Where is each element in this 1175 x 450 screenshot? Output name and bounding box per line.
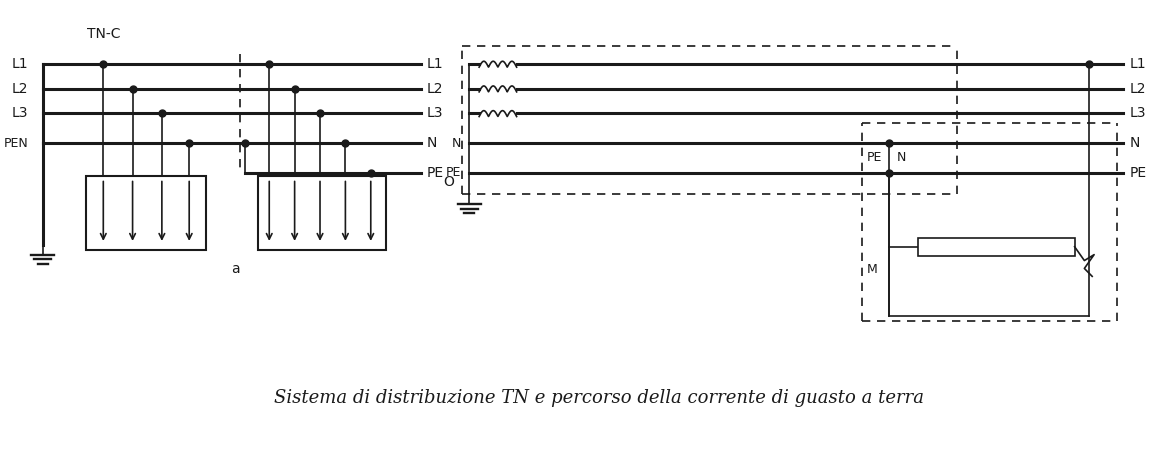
Text: PE: PE <box>446 166 462 179</box>
Bar <box>257 176 387 250</box>
Text: Sistema di distribuzione TN e percorso della corrente di guasto a terra: Sistema di distribuzione TN e percorso d… <box>274 389 924 407</box>
Text: L2: L2 <box>1129 82 1146 96</box>
Text: N: N <box>897 151 906 164</box>
Text: PEN: PEN <box>4 136 28 149</box>
Text: O: O <box>443 176 454 189</box>
Text: a: a <box>230 261 240 275</box>
Bar <box>919 238 1075 256</box>
Text: L3: L3 <box>427 106 443 121</box>
Text: M: M <box>867 263 878 276</box>
Text: L2: L2 <box>12 82 28 96</box>
Text: L1: L1 <box>427 57 443 71</box>
Text: L1: L1 <box>12 57 28 71</box>
Bar <box>86 176 206 250</box>
Text: TN-C: TN-C <box>87 27 120 41</box>
Text: N: N <box>1129 136 1140 150</box>
Text: PE: PE <box>867 151 882 164</box>
Text: L3: L3 <box>1129 106 1146 121</box>
Text: PE: PE <box>427 166 443 180</box>
Text: PE: PE <box>1129 166 1147 180</box>
Text: L1: L1 <box>1129 57 1146 71</box>
Text: N: N <box>452 136 462 149</box>
Text: N: N <box>427 136 437 150</box>
Text: L3: L3 <box>12 106 28 121</box>
Text: L2: L2 <box>427 82 443 96</box>
